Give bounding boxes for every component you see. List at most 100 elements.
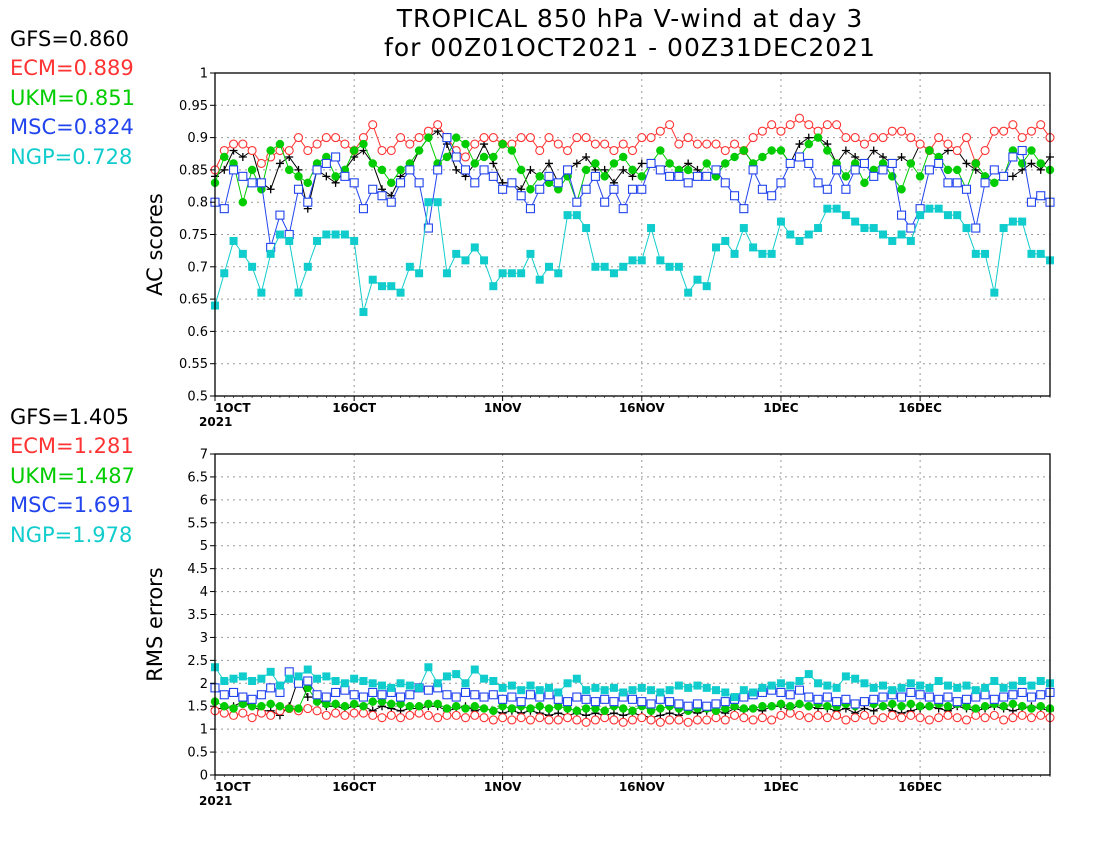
ac-point-ecm: [488, 133, 498, 143]
rms-point-ngp: [999, 683, 1008, 692]
rms-point-ukm: [275, 701, 285, 711]
ac-point-ngp: [943, 211, 952, 220]
rms-point-ukm: [387, 699, 396, 709]
ac-point-ecm: [284, 145, 294, 156]
ac-point-ukm: [359, 139, 368, 149]
ac-point-ukm: [424, 133, 433, 142]
rms-point-ecm: [590, 715, 600, 725]
rms-point-msc: [915, 690, 925, 700]
rms-point-ukm: [767, 701, 776, 711]
ac-point-ecm: [238, 139, 248, 149]
ac-point-ukm: [479, 152, 489, 162]
ac-ytick-label: 0.7: [187, 260, 208, 275]
rms-point-msc: [822, 692, 832, 702]
rms-xtick-label: 16NOV: [619, 780, 666, 794]
ac-point-ngp: [962, 224, 971, 233]
rms-point-ecm: [331, 708, 341, 718]
rms-point-msc: [600, 694, 610, 704]
rms-point-msc: [470, 690, 480, 700]
rms-point-ukm: [943, 701, 953, 711]
ac-xtick-label: 1NOV: [484, 401, 522, 415]
ac-point-msc: [1008, 152, 1018, 162]
rms-point-ukm: [535, 701, 544, 711]
ac-point-msc: [730, 191, 740, 201]
ac-point-ukm: [266, 146, 275, 155]
ac-point-msc: [767, 191, 777, 201]
ac-point-ecm: [748, 133, 758, 143]
rms-point-msc: [989, 694, 999, 704]
ac-point-ecm: [980, 145, 990, 156]
rms-point-msc: [256, 690, 266, 700]
rms-point-ecm: [423, 710, 433, 720]
ac-point-ukm: [739, 146, 749, 155]
ac-point-ngp: [405, 262, 414, 271]
rms-ytick-label: 5: [200, 539, 208, 554]
ac-point-msc: [720, 178, 730, 188]
rms-point-ngp: [869, 683, 878, 692]
rms-point-ukm: [785, 701, 795, 711]
ac-point-ngp: [897, 230, 906, 239]
rms-point-ukm: [748, 704, 758, 713]
rms-point-msc: [405, 690, 415, 700]
rms-point-ukm: [739, 704, 749, 713]
ac-point-ngp: [693, 275, 702, 284]
rms-point-msc: [238, 692, 248, 702]
rms-point-ukm: [470, 701, 480, 711]
ac-point-ngp: [814, 224, 823, 233]
ac-point-ecm: [609, 145, 619, 156]
ac-point-msc: [563, 165, 573, 175]
rms-point-msc: [507, 692, 517, 702]
rms-ytick-label: 1: [200, 723, 208, 738]
ac-point-ngp: [415, 269, 424, 278]
rms-point-ecm: [247, 713, 257, 723]
title-line-2: for 00Z01OCT2021 - 00Z31DEC2021: [384, 33, 876, 62]
rms-point-ecm: [303, 703, 313, 714]
rms-point-ukm: [628, 706, 637, 716]
ac-point-ngp: [841, 211, 850, 220]
rms-point-ecm: [934, 713, 944, 723]
ac-point-ecm: [655, 126, 665, 136]
ac-point-msc: [692, 171, 702, 181]
rms-point-msc: [572, 692, 582, 702]
rms-point-ukm: [758, 701, 767, 711]
ac-point-ukm: [990, 178, 999, 188]
rms-series-ecm: [210, 703, 1055, 727]
rms-point-ngp: [712, 686, 720, 695]
ac-point-gfs: [869, 146, 878, 155]
ac-point-ngp: [591, 262, 600, 271]
rms-point-ecm: [433, 713, 443, 723]
rms-point-msc: [590, 697, 600, 707]
ac-ytick-label: 0.5: [187, 390, 208, 405]
ac-point-ukm: [275, 139, 285, 149]
rms-point-msc: [943, 692, 953, 702]
ac-point-ecm: [646, 133, 656, 143]
rms-xtick-label: 16OCT: [332, 780, 377, 794]
rms-xtick-sublabel: 2021: [199, 794, 232, 808]
ac-point-ngp: [424, 198, 433, 207]
rms-point-ukm: [405, 701, 415, 711]
rms-ytick-label: 0.5: [187, 746, 208, 761]
rms-point-ecm: [1008, 713, 1018, 723]
rms-point-ecm: [460, 713, 471, 723]
rms-point-msc: [358, 692, 368, 702]
rms-ytick-label: 2: [200, 677, 208, 692]
ac-point-ngp: [637, 256, 646, 265]
rms-point-ukm: [442, 704, 452, 713]
ac-point-ukm: [618, 152, 628, 162]
rms-point-ecm: [377, 713, 387, 723]
ac-point-ecm: [897, 126, 907, 136]
ac-point-ukm: [721, 159, 730, 168]
rms-point-ecm: [841, 715, 851, 725]
rms-point-ukm: [414, 701, 424, 711]
ac-point-ukm: [823, 146, 832, 155]
ac-point-ngp: [489, 282, 498, 291]
ac-xtick-label: 16OCT: [332, 401, 377, 415]
rms-ytick-label: 3: [200, 631, 208, 646]
ac-xtick-label: 1DEC: [763, 401, 799, 415]
ac-point-ecm: [841, 133, 851, 143]
rms-point-ukm: [1017, 701, 1027, 711]
ac-point-ecm: [757, 126, 767, 136]
rms-point-ngp: [702, 683, 711, 692]
rms-point-ecm: [767, 715, 777, 725]
rms-point-msc: [331, 687, 341, 698]
